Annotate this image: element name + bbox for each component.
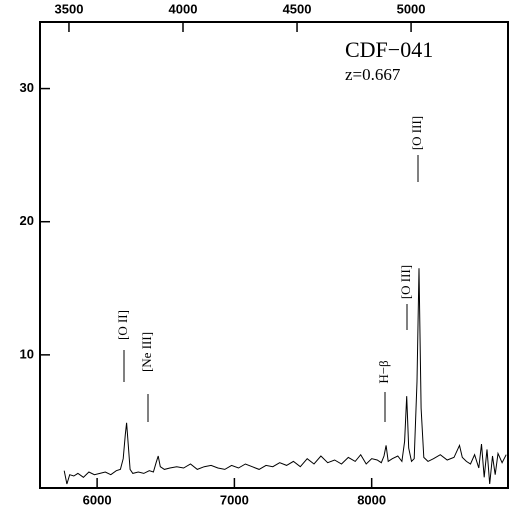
x2-tick-label: 5000: [397, 1, 426, 16]
line-label: [O III]: [398, 265, 413, 299]
redshift: z=0.667: [345, 65, 401, 84]
line-label: [O II]: [115, 310, 130, 340]
y-tick-label: 20: [20, 213, 34, 228]
line-label: H−β: [376, 360, 391, 384]
x2-tick-label: 4500: [283, 1, 312, 16]
x2-tick-label: 3500: [55, 1, 84, 16]
line-label: [O III]: [409, 116, 424, 150]
plot-frame: [39, 21, 509, 489]
x-tick-label: 7000: [220, 492, 249, 507]
x-tick-label: 6000: [83, 492, 112, 507]
line-label: [Ne III]: [139, 332, 154, 372]
x2-tick-label: 4000: [169, 1, 198, 16]
object-name: CDF−041: [345, 37, 433, 62]
spectrum-line: [63, 268, 507, 485]
x-tick-label: 8000: [357, 492, 386, 507]
y-tick-label: 30: [20, 80, 34, 95]
y-tick-label: 10: [20, 346, 34, 361]
